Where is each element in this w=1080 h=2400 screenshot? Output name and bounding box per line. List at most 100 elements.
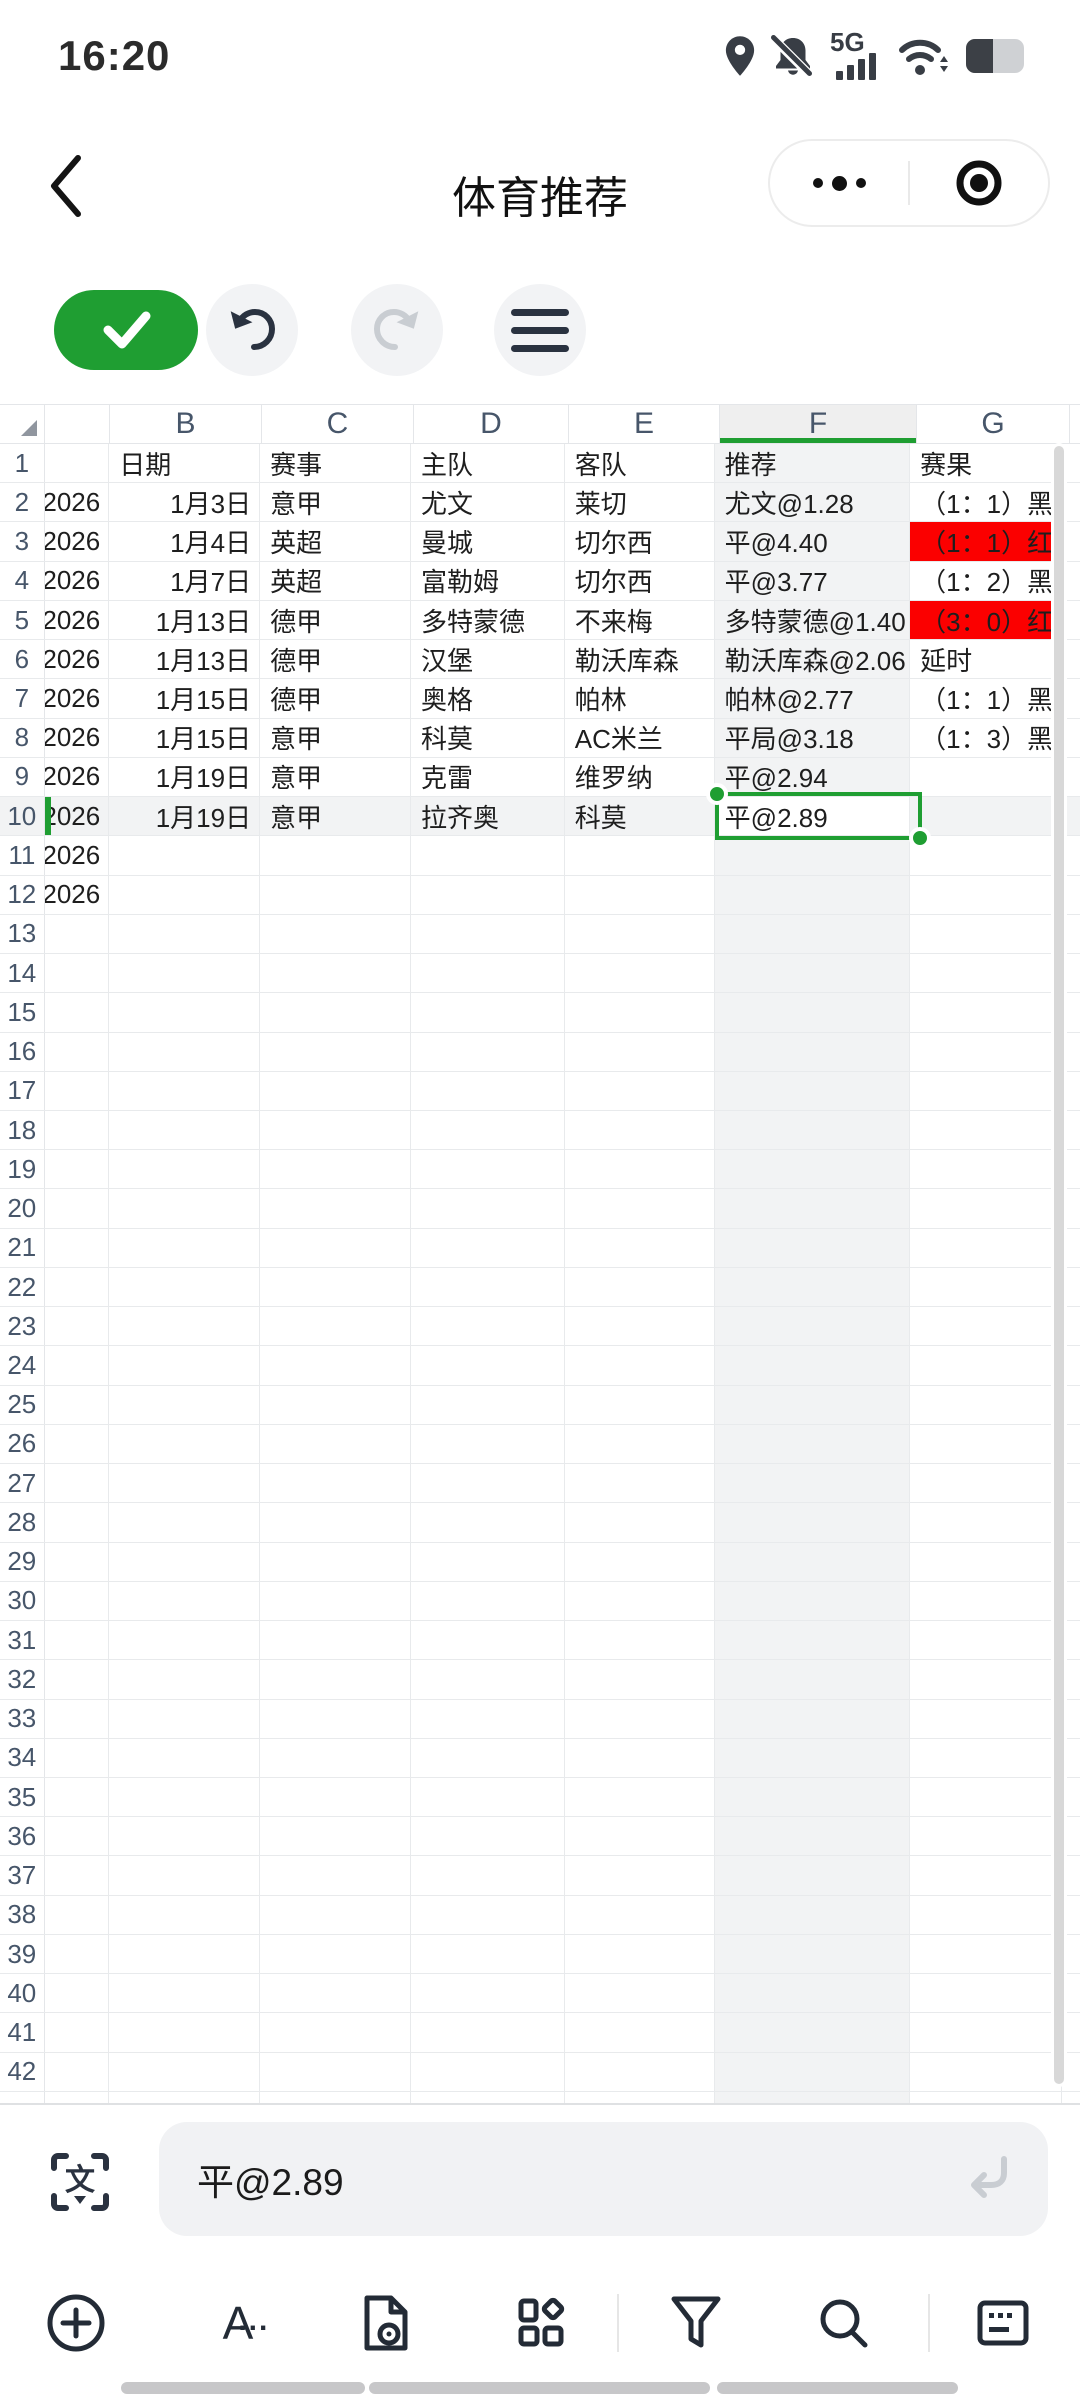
cell-C17[interactable] bbox=[260, 1071, 411, 1110]
cell-B26[interactable] bbox=[109, 1424, 261, 1464]
cell-G15[interactable] bbox=[910, 993, 1063, 1032]
cell-F7[interactable]: 帕林@2.77 bbox=[714, 679, 911, 718]
cell-E12[interactable] bbox=[565, 875, 715, 914]
cell-G31[interactable] bbox=[910, 1621, 1063, 1660]
cell-C42[interactable] bbox=[260, 2052, 411, 2091]
cell-A35[interactable] bbox=[45, 1777, 110, 1817]
ocr-scan-button[interactable]: 文 bbox=[48, 2150, 112, 2214]
row-header-15[interactable]: 15 bbox=[0, 993, 45, 1032]
col-header-G[interactable]: G bbox=[917, 405, 1070, 443]
formula-input[interactable]: 平@2.89 bbox=[159, 2122, 1048, 2236]
cell-F37[interactable] bbox=[714, 1856, 911, 1895]
cell-D13[interactable] bbox=[411, 914, 565, 954]
cell-D22[interactable] bbox=[411, 1267, 565, 1307]
cell-G30[interactable] bbox=[910, 1581, 1063, 1621]
cell-D31[interactable] bbox=[411, 1621, 565, 1660]
cell-A16[interactable] bbox=[45, 1032, 110, 1071]
cell-C24[interactable] bbox=[260, 1346, 411, 1385]
cell-B25[interactable] bbox=[109, 1385, 261, 1424]
cell-E19[interactable] bbox=[565, 1150, 715, 1189]
row-header-43[interactable] bbox=[0, 2091, 45, 2103]
row-header-25[interactable]: 25 bbox=[0, 1385, 45, 1424]
cell-D21[interactable] bbox=[411, 1228, 565, 1267]
cell-E17[interactable] bbox=[565, 1071, 715, 1110]
cell-B38[interactable] bbox=[109, 1895, 261, 1934]
cell-B17[interactable] bbox=[109, 1071, 261, 1110]
cell-E7[interactable]: 帕林 bbox=[565, 679, 715, 718]
cell-E32[interactable] bbox=[565, 1660, 715, 1699]
cell-F4[interactable]: 平@3.77 bbox=[714, 561, 911, 600]
cell-C7[interactable]: 德甲 bbox=[260, 679, 411, 718]
cell-E43[interactable] bbox=[565, 2091, 715, 2103]
cell-F24[interactable] bbox=[714, 1346, 911, 1385]
cell-A32[interactable] bbox=[45, 1660, 110, 1699]
cell-B37[interactable] bbox=[109, 1856, 261, 1895]
cell-C6[interactable]: 德甲 bbox=[260, 640, 411, 679]
cell-F12[interactable] bbox=[714, 875, 911, 914]
cell-F34[interactable] bbox=[714, 1738, 911, 1777]
cell-B41[interactable] bbox=[109, 2013, 261, 2052]
cell-B2[interactable]: 1月3日 bbox=[109, 483, 261, 522]
row-header-26[interactable]: 26 bbox=[0, 1424, 45, 1464]
cell-D34[interactable] bbox=[411, 1738, 565, 1777]
cell-A6[interactable]: 2026 bbox=[45, 640, 110, 679]
row-header-22[interactable]: 22 bbox=[0, 1267, 45, 1307]
cell-G1[interactable]: 赛果 bbox=[910, 444, 1063, 483]
cell-B23[interactable] bbox=[109, 1307, 261, 1346]
cell-G6[interactable]: 延时 bbox=[910, 640, 1063, 679]
cell-E2[interactable]: 莱切 bbox=[565, 483, 715, 522]
cell-B20[interactable] bbox=[109, 1189, 261, 1228]
cell-C13[interactable] bbox=[260, 914, 411, 954]
row-header-29[interactable]: 29 bbox=[0, 1542, 45, 1581]
cell-D43[interactable] bbox=[411, 2091, 565, 2103]
cell-A8[interactable]: 2026 bbox=[45, 718, 110, 757]
cell-E13[interactable] bbox=[565, 914, 715, 954]
cell-D19[interactable] bbox=[411, 1150, 565, 1189]
row-header-21[interactable]: 21 bbox=[0, 1228, 45, 1267]
cell-G37[interactable] bbox=[910, 1856, 1063, 1895]
cell-B42[interactable] bbox=[109, 2052, 261, 2091]
cell-C34[interactable] bbox=[260, 1738, 411, 1777]
cell-A20[interactable] bbox=[45, 1189, 110, 1228]
cell-G34[interactable] bbox=[910, 1738, 1063, 1777]
row-header-7[interactable]: 7 bbox=[0, 679, 45, 718]
cell-G3[interactable]: （1：1）红 bbox=[910, 522, 1063, 561]
cell-D15[interactable] bbox=[411, 993, 565, 1032]
cell-G33[interactable] bbox=[910, 1699, 1063, 1738]
cell-A14[interactable] bbox=[45, 954, 110, 993]
cell-E30[interactable] bbox=[565, 1581, 715, 1621]
cell-F43[interactable] bbox=[714, 2091, 911, 2103]
cell-B13[interactable] bbox=[109, 914, 261, 954]
row-header-28[interactable]: 28 bbox=[0, 1503, 45, 1542]
cell-E33[interactable] bbox=[565, 1699, 715, 1738]
close-minimize-button[interactable] bbox=[910, 141, 1048, 225]
cell-C14[interactable] bbox=[260, 954, 411, 993]
cell-A37[interactable] bbox=[45, 1856, 110, 1895]
cell-C37[interactable] bbox=[260, 1856, 411, 1895]
cell-G38[interactable] bbox=[910, 1895, 1063, 1934]
col-header-F[interactable]: F bbox=[720, 405, 917, 443]
row-header-10[interactable]: 10 bbox=[0, 797, 45, 836]
cell-F36[interactable] bbox=[714, 1817, 911, 1856]
cell-D40[interactable] bbox=[411, 1974, 565, 2013]
row-header-40[interactable]: 40 bbox=[0, 1974, 45, 2013]
cell-F35[interactable] bbox=[714, 1777, 911, 1817]
cell-F42[interactable] bbox=[714, 2052, 911, 2091]
cell-F31[interactable] bbox=[714, 1621, 911, 1660]
cell-G28[interactable] bbox=[910, 1503, 1063, 1542]
cell-G42[interactable] bbox=[910, 2052, 1063, 2091]
cell-C27[interactable] bbox=[260, 1464, 411, 1503]
cell-G8[interactable]: （1：3）黑 bbox=[910, 718, 1063, 757]
cell-F5[interactable]: 多特蒙德@1.40 bbox=[714, 600, 911, 640]
cell-C41[interactable] bbox=[260, 2013, 411, 2052]
cell-B18[interactable] bbox=[109, 1110, 261, 1150]
cell-D28[interactable] bbox=[411, 1503, 565, 1542]
cell-A1[interactable] bbox=[45, 444, 110, 483]
row-header-12[interactable]: 12 bbox=[0, 875, 45, 914]
cell-F28[interactable] bbox=[714, 1503, 911, 1542]
cell-F32[interactable] bbox=[714, 1660, 911, 1699]
cell-F33[interactable] bbox=[714, 1699, 911, 1738]
cell-B3[interactable]: 1月4日 bbox=[109, 522, 261, 561]
cell-E11[interactable] bbox=[565, 836, 715, 875]
cell-B24[interactable] bbox=[109, 1346, 261, 1385]
